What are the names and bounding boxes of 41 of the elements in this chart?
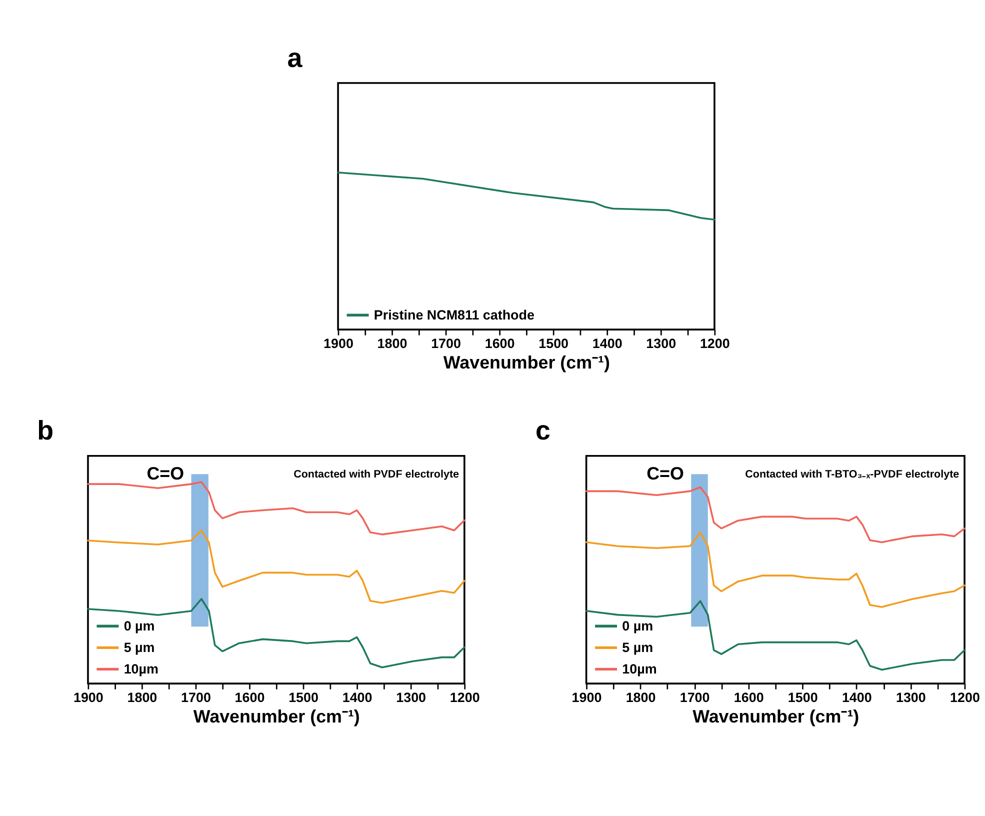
x-tick-label: 1200 — [950, 690, 980, 705]
x-tick-label: 1900 — [73, 690, 104, 705]
x-tick-label: 1500 — [788, 690, 818, 705]
x-axis-title: Wavenumber (cm⁻¹) — [193, 706, 360, 726]
x-tick-label: 1600 — [234, 690, 265, 705]
x-tick-label: 1600 — [484, 336, 515, 351]
text: Contacted with T-BTO₃₋ₓ-PVDF electrolyte — [745, 468, 960, 481]
x-tick-label: 1700 — [431, 336, 461, 351]
x-tick-label: 1500 — [538, 336, 569, 351]
legend-label: 10µm — [622, 662, 657, 677]
text: Contacted with PVDF electrolyte — [294, 468, 460, 481]
legend-label: 10µm — [124, 662, 159, 677]
x-tick-label: 1200 — [700, 336, 730, 351]
legend-label: 5 µm — [622, 640, 654, 656]
legend-label: 0 µm — [622, 618, 654, 634]
x-tick-label: 1200 — [450, 690, 480, 705]
band-label: C=O — [146, 463, 184, 484]
x-tick-label: 1800 — [377, 336, 408, 351]
x-tick-label: 1500 — [288, 690, 318, 705]
x-tick-label: 1900 — [572, 690, 602, 705]
chart-title: c — [535, 416, 550, 446]
chart-title: a — [287, 42, 304, 73]
x-axis-title: Wavenumber (cm⁻¹) — [443, 352, 610, 372]
x-tick-label: 1800 — [127, 690, 158, 705]
x-axis-title: Wavenumber (cm⁻¹) — [692, 706, 860, 726]
x-tick-label: 1700 — [680, 690, 710, 705]
band-label: C=O — [646, 463, 684, 484]
x-tick-label: 1400 — [592, 336, 622, 351]
x-tick-label: 1400 — [842, 690, 872, 705]
x-tick-label: 1600 — [734, 690, 764, 705]
legend-label: Pristine NCM811 cathode — [374, 308, 535, 323]
chart-title: b — [37, 416, 54, 446]
legend-label: 5 µm — [124, 640, 155, 656]
x-tick-label: 1300 — [646, 336, 676, 351]
x-tick-label: 1300 — [896, 690, 926, 705]
x-tick-label: 1300 — [396, 690, 426, 705]
x-tick-label: 1400 — [342, 690, 372, 705]
x-tick-label: 1700 — [181, 690, 211, 705]
x-tick-label: 1900 — [324, 336, 354, 351]
legend-label: 0 µm — [124, 618, 155, 634]
x-tick-label: 1800 — [626, 690, 656, 705]
